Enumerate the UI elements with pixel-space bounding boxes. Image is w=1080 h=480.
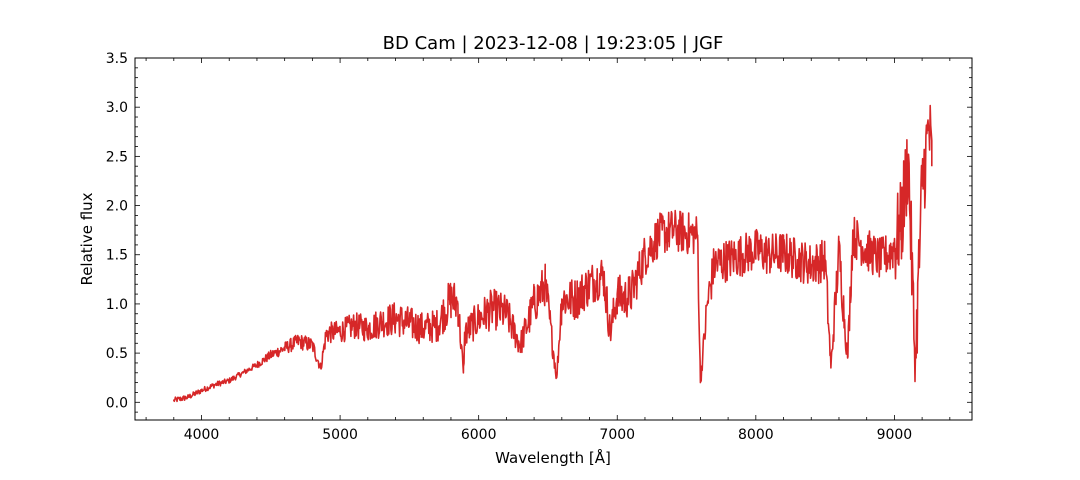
x-axis-label: Wavelength [Å] [495,448,611,467]
y-tick-label: 3.5 [106,51,128,67]
x-tick-label: 4000 [184,427,220,443]
plot-frame [134,57,973,421]
plot-area: 4000 5000 6000 7000 8000 9000 0.0 0.5 1.0 1.5 2.0 2… [106,51,973,443]
y-tick-label: 3.0 [106,100,128,116]
y-tick-label: 0.5 [106,346,128,362]
x-tick-label: 5000 [322,427,358,443]
y-axis-label: Relative flux [78,192,96,285]
y-tick-label: 1.5 [106,248,128,264]
chart-title: BD Cam | 2023-12-08 | 19:23:05 | JGF [383,33,724,54]
x-tick-label: 8000 [738,427,774,443]
y-tick-label: 1.0 [106,297,128,313]
x-tick-label: 7000 [599,427,635,443]
y-tick-label: 0.0 [106,395,128,411]
x-tick-label: 9000 [877,427,913,443]
spectrum-line [173,104,933,403]
y-tick-label: 2.5 [106,149,128,165]
y-tick-label: 2.0 [106,199,128,215]
x-tick-label: 6000 [461,427,497,443]
